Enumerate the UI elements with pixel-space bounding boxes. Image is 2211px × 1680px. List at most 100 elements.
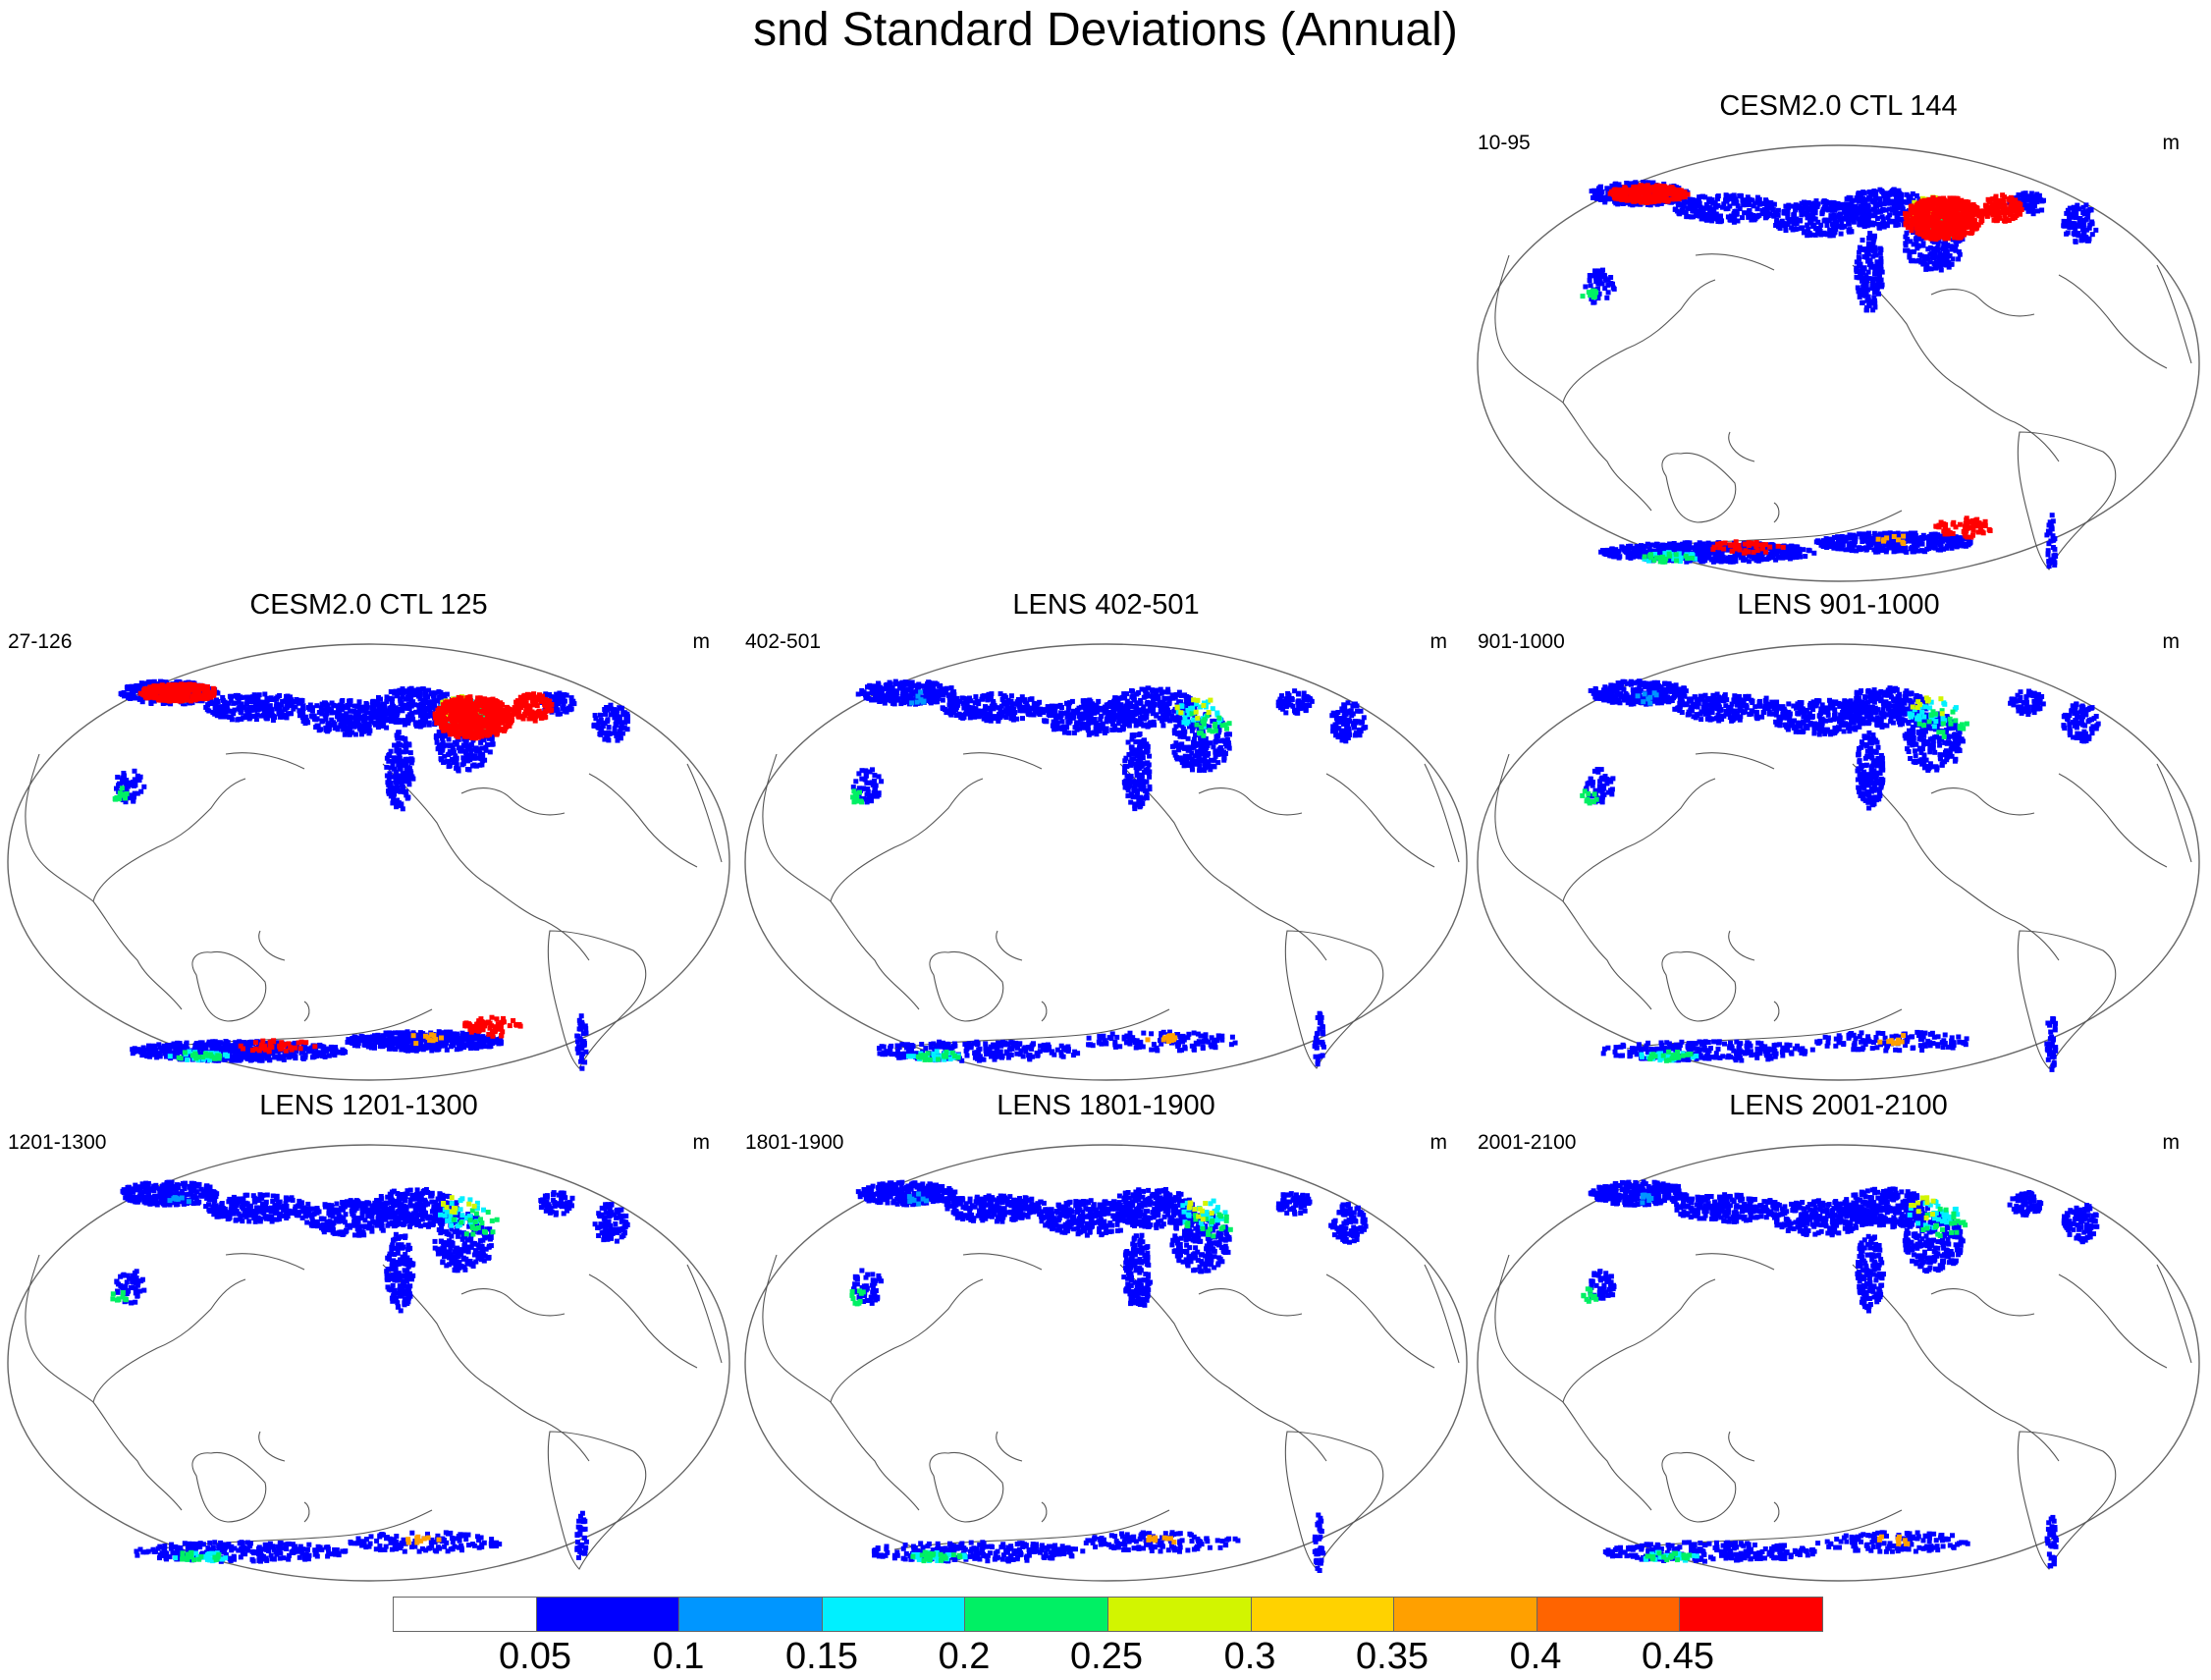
snow-cell <box>314 703 320 709</box>
snow-cell <box>1676 202 1681 208</box>
snow-cell <box>1649 188 1655 193</box>
snow-cell <box>1757 542 1763 548</box>
snow-cell <box>436 730 442 734</box>
snow-cell <box>1805 233 1810 239</box>
snow-cell <box>1968 231 1974 236</box>
page-title: snd Standard Deviations (Annual) <box>753 4 1458 56</box>
snow-cell <box>410 717 416 723</box>
snow-cell <box>329 717 335 723</box>
snow-cell <box>1903 247 1909 253</box>
snow-cell <box>1955 229 1961 235</box>
snow-cell <box>1832 541 1838 547</box>
snow-cell <box>1803 211 1808 217</box>
snow-cell <box>370 699 376 705</box>
snow-cell <box>1854 195 1860 201</box>
snow-cell <box>1838 231 1844 237</box>
snow-cell <box>1860 190 1866 195</box>
snow-cell <box>1775 207 1781 213</box>
snow-cell <box>2076 233 2081 239</box>
snow-cell <box>239 716 244 722</box>
snow-cell <box>1866 209 1872 215</box>
snow-cell <box>1961 528 1967 534</box>
snow-cell <box>1591 294 1597 299</box>
snow-cell <box>1915 548 1921 554</box>
snow-cell <box>1682 190 1688 195</box>
snow-cell <box>1792 550 1798 556</box>
snow-cell <box>1887 545 1893 551</box>
snow-cell <box>323 707 329 713</box>
snow-cell <box>1676 210 1682 216</box>
snow-cell <box>1857 244 1862 250</box>
snow-cell <box>2081 231 2087 237</box>
snow-cell <box>1864 298 1870 303</box>
snow-cell <box>1908 208 1914 214</box>
snow-cell <box>1854 548 1860 554</box>
snow-cell <box>1879 269 1885 275</box>
snow-cell <box>1940 258 1946 263</box>
snow-cell <box>1694 543 1699 548</box>
snow-cell <box>1784 555 1790 561</box>
snow-cell <box>1870 253 1876 259</box>
snow-cell <box>1870 298 1876 304</box>
snow-cell <box>1812 226 1818 232</box>
snow-cell <box>1956 256 1962 262</box>
snow-cell <box>1865 222 1871 228</box>
snow-cell <box>1885 196 1891 202</box>
snow-cell <box>388 689 394 694</box>
snow-cell <box>2087 207 2093 213</box>
snow-cell <box>1908 249 1914 255</box>
snow-cell <box>1917 205 1923 211</box>
snow-cell <box>1905 219 1911 224</box>
snow-cell <box>1793 204 1799 210</box>
snow-cell <box>1655 198 1661 204</box>
snow-cell <box>286 698 292 704</box>
snow-cell <box>1897 547 1903 553</box>
snow-cell <box>1860 270 1866 275</box>
snow-cell <box>1951 235 1957 241</box>
snow-cell <box>1877 245 1883 251</box>
snow-cell <box>403 718 408 724</box>
snow-cell <box>273 703 279 709</box>
snow-cell <box>446 760 452 766</box>
snow-cell <box>1836 541 1841 547</box>
snow-cell <box>1918 216 1924 222</box>
snow-cell <box>417 696 423 702</box>
snow-cell <box>1970 225 1976 231</box>
snow-cell <box>1780 544 1786 550</box>
snow-cell <box>444 691 450 697</box>
snow-cell <box>1860 238 1865 243</box>
snow-cell <box>1608 196 1614 202</box>
snow-cell <box>1812 210 1818 216</box>
snow-cell <box>1861 254 1867 259</box>
snow-cell <box>1750 541 1755 547</box>
snow-cell <box>1915 219 1921 224</box>
snow-cell <box>1631 181 1637 187</box>
snow-cell <box>1950 232 1956 237</box>
snow-cell <box>1773 223 1779 228</box>
snow-cell <box>1764 557 1770 562</box>
snow-cell <box>1935 241 1941 246</box>
snow-cell <box>1605 290 1611 296</box>
snow-cell <box>1938 267 1944 273</box>
snow-cell <box>1922 205 1928 211</box>
snow-cell <box>1591 194 1595 200</box>
snow-cell <box>256 702 262 708</box>
snow-cell <box>1946 228 1952 234</box>
snow-cell <box>217 704 223 710</box>
snow-cell <box>1990 212 1996 218</box>
snow-cell <box>243 701 249 707</box>
coastline-siberia <box>225 752 305 770</box>
snow-cell <box>1959 197 1965 203</box>
snow-cell <box>2003 207 2009 213</box>
snow-cell <box>1631 186 1637 191</box>
snow-cell <box>2080 204 2086 210</box>
snow-cell <box>382 702 388 708</box>
snow-cell <box>262 691 268 697</box>
snow-cell <box>1760 556 1766 562</box>
snow-cell <box>283 698 289 704</box>
snow-cell <box>1789 549 1794 555</box>
snow-cell <box>1965 218 1970 224</box>
snow-cell <box>335 714 341 720</box>
snow-cell <box>1863 247 1869 253</box>
snow-cell <box>1779 548 1785 554</box>
